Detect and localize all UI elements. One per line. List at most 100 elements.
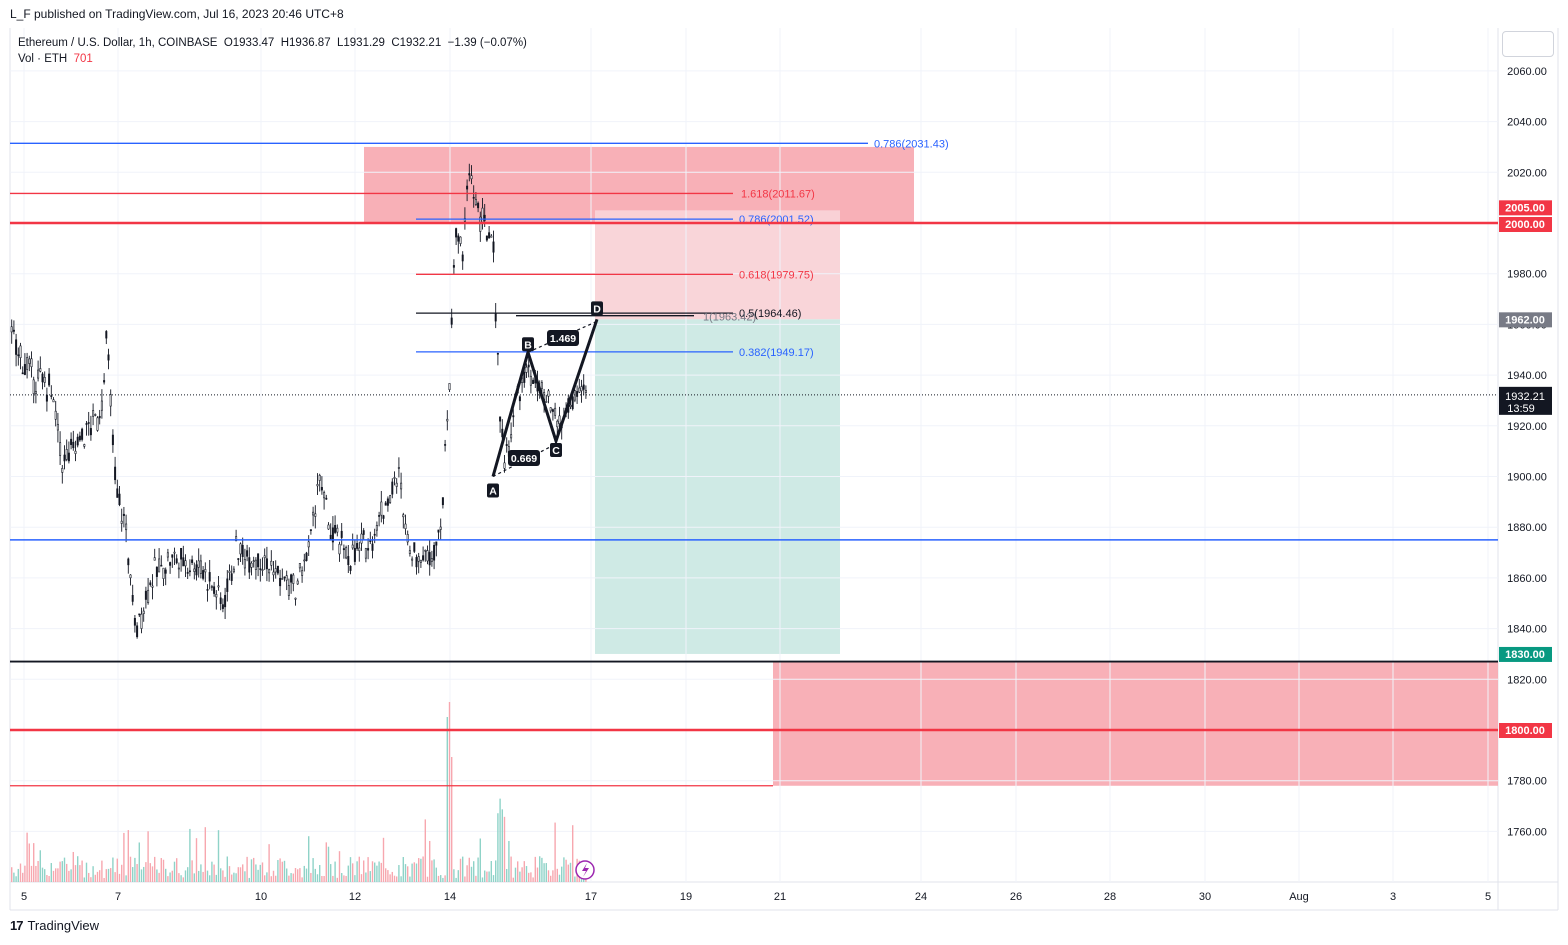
pattern-point-b[interactable]: B (522, 337, 534, 352)
candle-body[interactable] (569, 404, 572, 407)
candle-body[interactable] (235, 536, 238, 542)
candle-body[interactable] (144, 590, 147, 600)
candle-body[interactable] (160, 564, 163, 567)
candle-body[interactable] (39, 368, 42, 372)
short-stop-zone[interactable] (595, 210, 840, 320)
candle-body[interactable] (272, 571, 275, 576)
candle-body[interactable] (15, 339, 18, 355)
candle-body[interactable] (224, 594, 227, 608)
candle-body[interactable] (331, 527, 334, 543)
candle-body[interactable] (100, 400, 103, 411)
candle-body[interactable] (217, 585, 220, 588)
candle-body[interactable] (151, 585, 154, 588)
candle-body[interactable] (380, 501, 383, 516)
candle-body[interactable] (32, 379, 35, 394)
candle-body[interactable] (232, 568, 235, 573)
candle-body[interactable] (578, 387, 581, 393)
candle-body[interactable] (485, 235, 488, 241)
candle-body[interactable] (219, 597, 222, 604)
candle-body[interactable] (259, 568, 262, 570)
tradingview-logo[interactable]: 17 (10, 918, 24, 933)
candle-body[interactable] (50, 395, 53, 397)
volume-label[interactable]: Vol · ETH (18, 53, 68, 65)
candle-body[interactable] (477, 202, 480, 209)
candle-body[interactable] (488, 232, 491, 239)
candle-body[interactable] (65, 449, 68, 460)
candle-body[interactable] (375, 525, 378, 531)
candle-body[interactable] (191, 559, 194, 563)
candle-body[interactable] (492, 241, 495, 253)
candle-body[interactable] (395, 482, 398, 487)
candle-body[interactable] (450, 317, 453, 325)
candle-body[interactable] (127, 558, 130, 566)
candle-body[interactable] (316, 484, 319, 487)
candle-body[interactable] (360, 533, 363, 544)
candle-body[interactable] (580, 386, 583, 392)
candle-body[interactable] (428, 552, 431, 566)
candle-body[interactable] (243, 559, 246, 569)
candle-body[interactable] (45, 394, 48, 402)
candle-body[interactable] (551, 409, 554, 412)
candle-body[interactable] (294, 597, 297, 600)
candle-body[interactable] (547, 390, 550, 397)
candle-body[interactable] (74, 450, 77, 454)
candle-body[interactable] (461, 254, 464, 262)
candle-body[interactable] (129, 574, 132, 579)
short-target-zone[interactable] (595, 319, 840, 654)
demand-zone[interactable] (773, 661, 1498, 786)
candle-body[interactable] (301, 570, 304, 576)
candle-body[interactable] (545, 401, 548, 403)
candle-body[interactable] (468, 173, 471, 176)
candle-body[interactable] (525, 366, 528, 373)
candle-body[interactable] (463, 218, 466, 222)
candle-body[interactable] (320, 487, 323, 491)
candle-body[interactable] (177, 567, 180, 570)
candle-body[interactable] (281, 578, 284, 580)
candle-body[interactable] (237, 558, 240, 560)
candle-body[interactable] (261, 569, 264, 571)
candle-body[interactable] (296, 580, 299, 585)
candle-body[interactable] (318, 475, 321, 481)
candle-body[interactable] (43, 376, 46, 383)
candle-body[interactable] (437, 529, 440, 533)
candle-body[interactable] (85, 423, 88, 425)
candle-body[interactable] (122, 513, 125, 516)
candle-body[interactable] (325, 497, 328, 500)
candle-body[interactable] (193, 568, 196, 572)
candle-body[interactable] (78, 435, 81, 441)
symbol-name[interactable]: Ethereum / U.S. Dollar, 1h, COINBASE (18, 37, 218, 49)
candle-body[interactable] (549, 407, 552, 412)
candle-body[interactable] (98, 415, 101, 419)
candle-body[interactable] (48, 373, 51, 386)
candle-body[interactable] (329, 534, 332, 540)
candle-body[interactable] (371, 543, 374, 551)
candle-body[interactable] (336, 527, 339, 533)
pattern-point-c[interactable]: C (550, 443, 562, 458)
candle-body[interactable] (208, 572, 211, 582)
candle-body[interactable] (435, 541, 438, 546)
candle-body[interactable] (195, 564, 198, 576)
candle-body[interactable] (424, 549, 427, 552)
currency-selector[interactable] (1502, 31, 1554, 57)
candle-body[interactable] (158, 558, 161, 573)
candle-body[interactable] (270, 560, 273, 566)
candle-body[interactable] (136, 625, 139, 638)
candle-body[interactable] (279, 577, 282, 587)
candle-body[interactable] (305, 552, 308, 561)
candle-body[interactable] (131, 595, 134, 602)
candle-body[interactable] (474, 199, 477, 205)
candle-body[interactable] (384, 502, 387, 506)
candle-body[interactable] (206, 589, 209, 591)
candle-body[interactable] (142, 610, 145, 614)
candle-body[interactable] (505, 444, 508, 446)
candle-body[interactable] (87, 422, 90, 424)
candle-body[interactable] (369, 540, 372, 543)
candle-body[interactable] (254, 559, 257, 570)
candle-body[interactable] (496, 352, 499, 355)
candle-body[interactable] (125, 523, 128, 531)
candle-body[interactable] (109, 394, 112, 407)
candle-body[interactable] (402, 514, 405, 518)
candle-body[interactable] (391, 481, 394, 495)
candle-body[interactable] (347, 556, 350, 566)
candle-body[interactable] (364, 548, 367, 559)
